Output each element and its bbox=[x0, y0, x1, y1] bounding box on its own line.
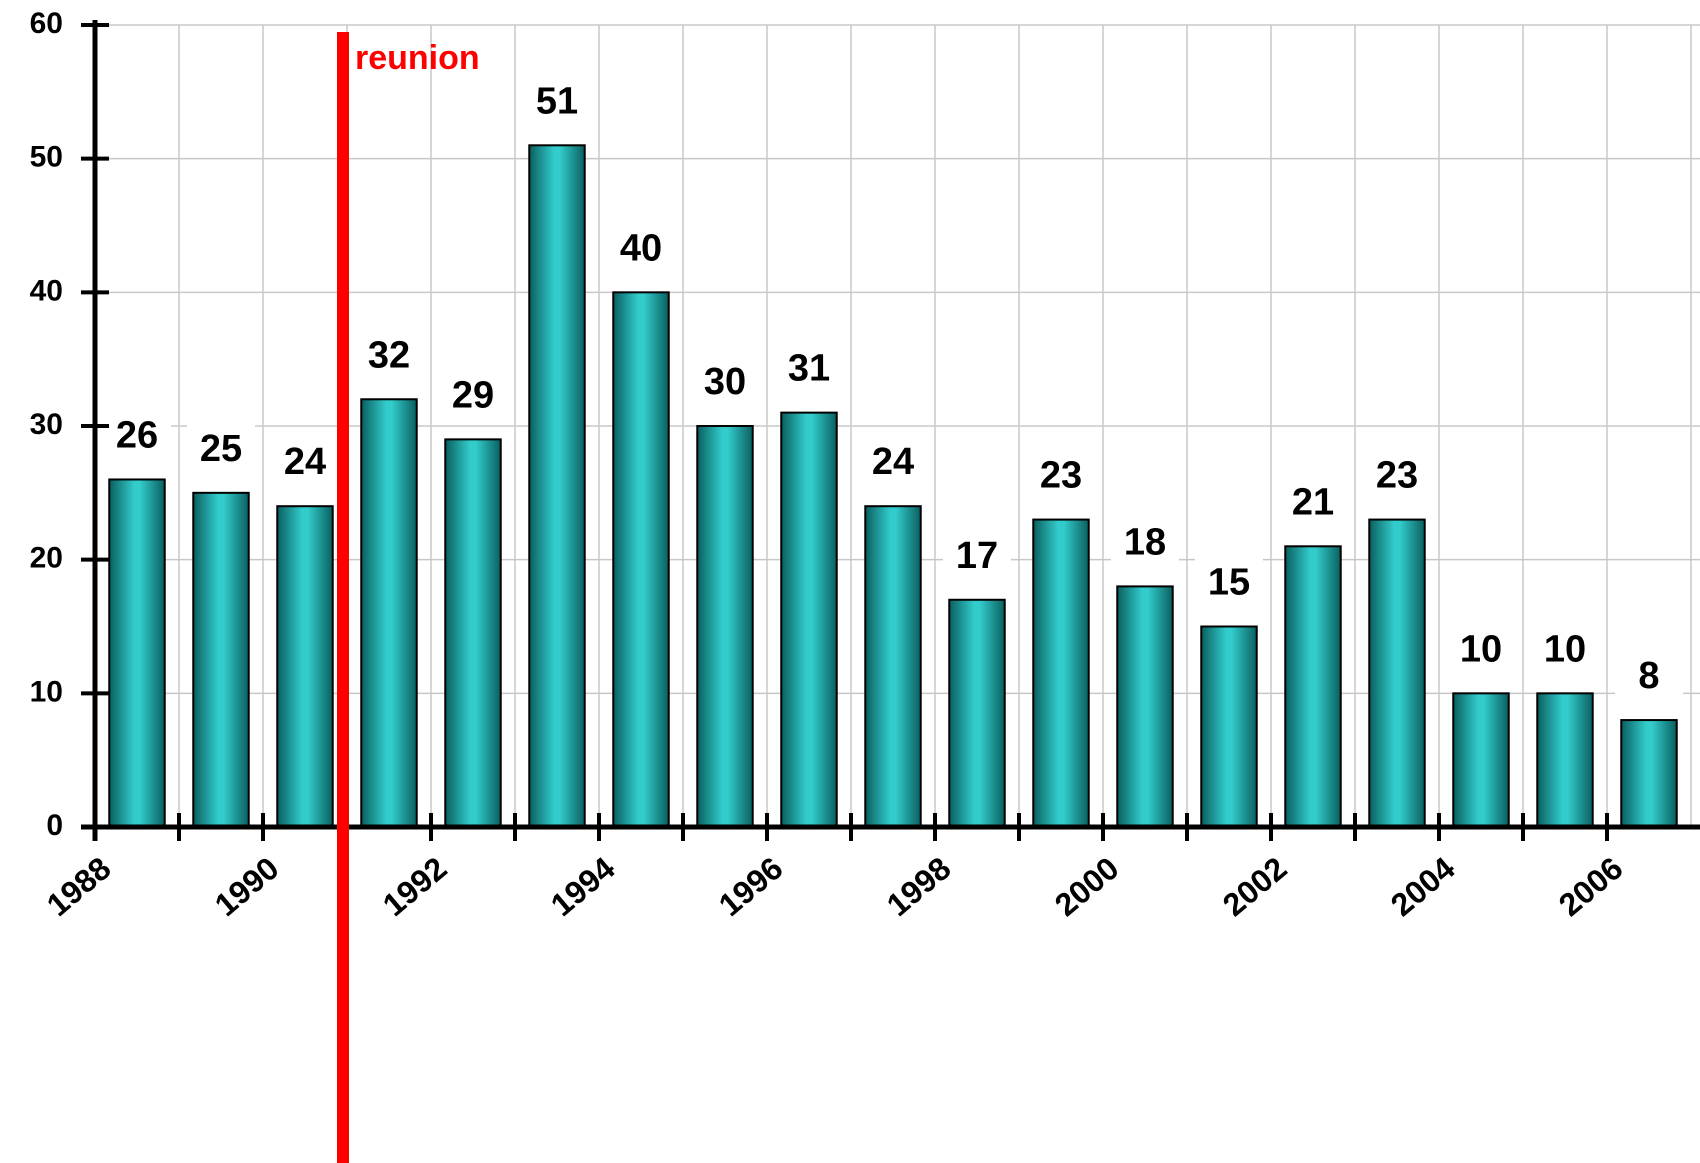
x-tick-label: 2000 bbox=[1048, 850, 1126, 923]
value-label-bg bbox=[1279, 478, 1347, 531]
x-tick-label: 1996 bbox=[712, 850, 790, 923]
value-label: 21 bbox=[1292, 481, 1334, 523]
grid bbox=[94, 24, 1700, 828]
bar bbox=[528, 144, 586, 829]
bar bbox=[696, 425, 754, 828]
value-label: 32 bbox=[368, 334, 410, 376]
value-label-bg bbox=[1447, 625, 1515, 678]
y-tick-label: 20 bbox=[30, 542, 63, 575]
x-tick-label: 1992 bbox=[376, 850, 454, 923]
y-tick-label: 10 bbox=[30, 675, 63, 708]
bar bbox=[780, 411, 838, 828]
value-label: 18 bbox=[1124, 521, 1166, 563]
bar bbox=[192, 491, 250, 828]
x-tick-label: 1994 bbox=[544, 850, 622, 923]
y-tick-label: 60 bbox=[30, 7, 63, 40]
value-label: 10 bbox=[1544, 628, 1586, 670]
value-label-bg bbox=[775, 344, 843, 397]
x-tick-label: 2006 bbox=[1552, 850, 1630, 923]
value-label: 8 bbox=[1638, 655, 1659, 697]
value-label-bg bbox=[439, 371, 507, 424]
value-label: 10 bbox=[1460, 628, 1502, 670]
bar bbox=[1452, 692, 1510, 828]
value-label-bg bbox=[943, 531, 1011, 584]
value-label-bg bbox=[1615, 652, 1683, 705]
y-tick-label: 30 bbox=[30, 408, 63, 441]
y-tick-label: 50 bbox=[30, 141, 63, 174]
value-label-bg bbox=[187, 424, 255, 477]
bar bbox=[108, 478, 166, 828]
value-label: 15 bbox=[1208, 562, 1250, 604]
annotation-label: reunion bbox=[355, 39, 480, 77]
value-label: 30 bbox=[704, 361, 746, 403]
bar bbox=[1284, 545, 1342, 828]
value-label: 23 bbox=[1040, 455, 1082, 497]
bar bbox=[864, 505, 922, 828]
value-label: 51 bbox=[536, 80, 578, 122]
value-label-bg bbox=[523, 77, 591, 130]
value-label-bg bbox=[1111, 518, 1179, 571]
value-label: 24 bbox=[284, 441, 326, 483]
bar bbox=[276, 505, 334, 828]
bar bbox=[1368, 518, 1426, 828]
value-label-bg bbox=[691, 358, 759, 410]
value-label-bg bbox=[1363, 451, 1431, 504]
marks: 26 25 24 32 29 51 40 30 31 24 17 23 18 15 21 23 10 10 8 bbox=[103, 77, 1683, 829]
bar bbox=[1200, 625, 1258, 828]
x-tick-label: 1990 bbox=[208, 850, 286, 923]
x-tick-label: 2002 bbox=[1216, 850, 1294, 923]
axes: 0 10 20 30 40 50 60 1988 1990 1992 1994 1996 1998 200… bbox=[30, 7, 1700, 1163]
value-label: 17 bbox=[956, 535, 998, 577]
bar bbox=[1620, 719, 1678, 828]
value-label-bg bbox=[103, 411, 171, 464]
value-label-bg bbox=[1195, 558, 1263, 611]
value-label-bg bbox=[1027, 451, 1095, 504]
value-label-bg bbox=[355, 331, 423, 384]
bar bbox=[1032, 518, 1090, 828]
bar bbox=[444, 438, 502, 828]
value-label: 29 bbox=[452, 374, 494, 416]
value-label: 40 bbox=[620, 227, 662, 269]
value-label-bg bbox=[859, 438, 927, 491]
value-label: 24 bbox=[872, 441, 914, 483]
bar bbox=[1536, 692, 1594, 828]
value-label: 31 bbox=[788, 348, 830, 390]
value-label: 25 bbox=[200, 428, 242, 470]
bar bbox=[1116, 585, 1174, 829]
y-tick-label: 40 bbox=[30, 274, 63, 307]
bar bbox=[948, 598, 1006, 828]
y-tick-label: 0 bbox=[46, 809, 63, 842]
value-label: 23 bbox=[1376, 455, 1418, 497]
value-label-bg bbox=[271, 438, 339, 491]
bar bbox=[360, 398, 418, 828]
x-tick-label: 1998 bbox=[880, 850, 958, 923]
value-label-bg bbox=[607, 224, 675, 277]
x-tick-label: 2004 bbox=[1384, 850, 1462, 923]
value-label-bg bbox=[1531, 625, 1599, 678]
x-tick-label: 1988 bbox=[40, 850, 118, 923]
value-label: 26 bbox=[116, 414, 158, 456]
bar bbox=[612, 291, 670, 829]
